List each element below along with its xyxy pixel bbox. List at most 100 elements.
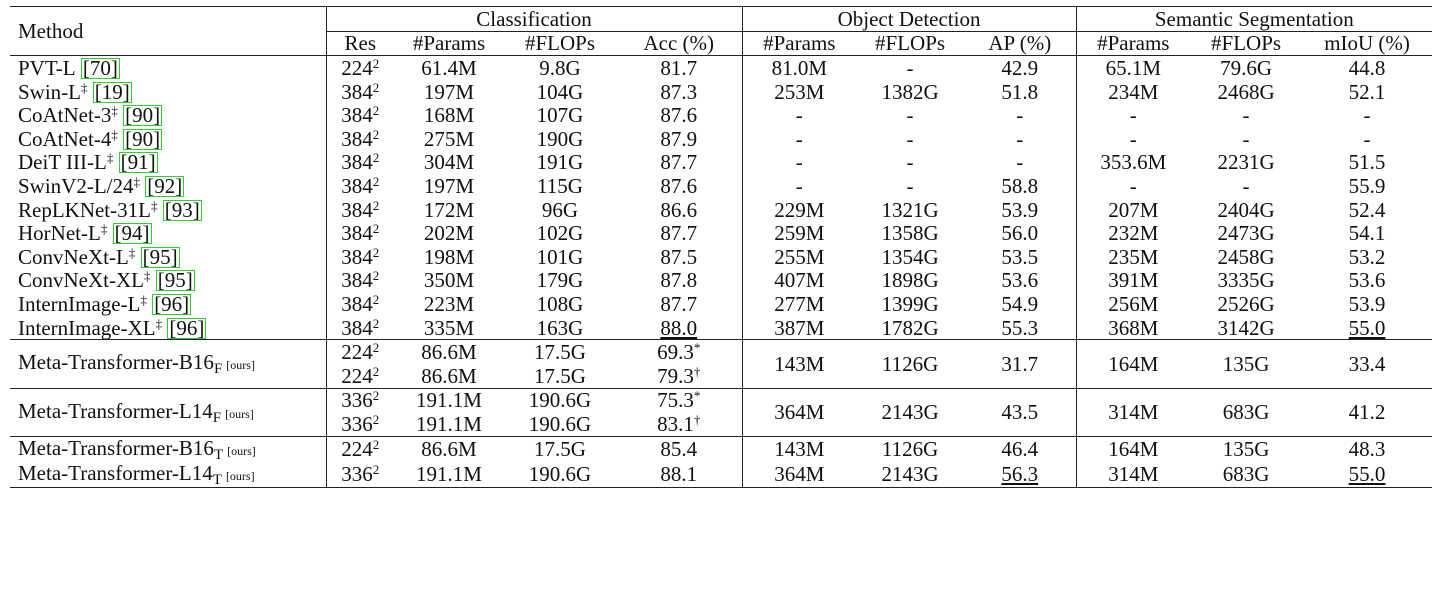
table-cell: 88.0 — [616, 315, 743, 340]
table-cell: 197M — [423, 79, 475, 104]
method-cell: InternImage-XL‡ [96] — [10, 315, 327, 340]
table-cell: 2468G — [1217, 79, 1275, 104]
table-cell: 191.1M — [394, 461, 504, 488]
table-cell: 51.8 — [964, 79, 1077, 104]
table-cell: 277M — [774, 291, 825, 316]
table-cell: 86.6 — [616, 197, 743, 222]
table-row: InternImage-XL‡ [96] 3842 335M 163G 88.0 3… — [10, 315, 1432, 340]
table-cell: 1126G — [856, 339, 965, 388]
superscript: 2 — [372, 462, 380, 478]
table-cell: 87.3 — [616, 79, 743, 104]
superscript: 2 — [372, 268, 380, 284]
table-cell: - — [856, 55, 965, 80]
method-cell: PVT-L [70] — [10, 55, 327, 80]
citation-link[interactable]: [94] — [112, 221, 152, 246]
citation-link[interactable]: [90] — [123, 126, 163, 151]
cell-text: 336 — [341, 462, 373, 487]
table-cell: 65.1M — [1076, 55, 1191, 80]
table-cell: 3362 — [326, 412, 394, 436]
citation-link[interactable]: [93] — [162, 197, 202, 222]
table-cell: 107G — [536, 103, 584, 128]
col-det-params: #Params — [763, 31, 836, 56]
table-cell: 3362 — [326, 387, 394, 413]
table-cell: 168M — [423, 103, 475, 128]
superscript: 2 — [372, 55, 380, 71]
method-cell: DeiT III-L‡ [91] — [10, 150, 327, 175]
table-cell: 314M — [1076, 461, 1191, 488]
table-cell: 86.6M — [394, 435, 504, 462]
citation-link[interactable]: [95] — [155, 268, 195, 293]
table-row: HorNet-L‡ [94] 3842 202M 102G 87.7 259M 135… — [10, 221, 1432, 245]
table-cell: 259M — [774, 221, 825, 246]
cell-text: 384 — [341, 268, 373, 293]
table-cell: 350M — [423, 268, 475, 293]
table-row: CoAtNet-4‡ [90] 3842 275M 190G 87.9 - - - - -… — [10, 126, 1432, 151]
citation-link[interactable]: [90] — [123, 103, 163, 128]
cell-text: 224 — [341, 363, 373, 388]
table-cell: 314M — [1076, 387, 1191, 437]
table-cell: 1321G — [881, 197, 939, 222]
table-row-ours: 2242 86.6M 17.5G 79.3† — [10, 363, 1432, 388]
table-cell: 52.1 — [1348, 79, 1386, 104]
table-cell: 191.1M — [394, 387, 504, 413]
table-cell: 179G — [536, 268, 584, 293]
superscript: 2 — [372, 315, 380, 331]
col-det-flops: #FLOPs — [875, 31, 946, 56]
table-cell: 86.6M — [394, 339, 504, 364]
table-cell: 83.1† — [616, 412, 743, 437]
citation-link[interactable]: [19] — [92, 79, 132, 104]
cell-text: Swin-L — [18, 79, 81, 104]
table-cell: 46.4 — [964, 435, 1077, 462]
table-cell: 191.1M — [416, 411, 482, 436]
table-cell: 81.7 — [616, 55, 743, 80]
table-cell: 79.3† — [616, 363, 743, 388]
table-cell: 255M — [774, 244, 825, 269]
citation-link[interactable]: [96] — [167, 315, 207, 340]
superscript: ‡ — [111, 126, 118, 142]
cell-text: T — [212, 471, 222, 488]
table-cell: 198M — [423, 244, 475, 269]
table-cell: - — [964, 126, 1077, 151]
cell-text: HorNet-L — [18, 221, 101, 246]
table-cell: 87.7 — [616, 150, 743, 175]
table-cell: 190.6G — [504, 461, 616, 488]
table-cell: 3842 — [326, 292, 394, 316]
table-cell: 2526G — [1217, 291, 1275, 316]
table-cell: 2231G — [1217, 150, 1275, 175]
col-acc: Acc (%) — [616, 31, 743, 56]
table-cell: 17.5G — [504, 339, 616, 364]
table-cell: 3842 — [326, 174, 394, 198]
table-cell: 53.9 — [1348, 291, 1386, 316]
table-cell: - — [1242, 126, 1250, 151]
table-cell: 364M — [742, 387, 857, 437]
table-cell: 54.9 — [964, 292, 1077, 316]
citation-link[interactable]: [70] — [80, 55, 120, 80]
citation-link[interactable]: [92] — [145, 173, 185, 198]
table-cell: 387M — [774, 315, 825, 340]
table-row: CoAtNet-3‡ [90] 3842 168M 107G 87.6 - - - - -… — [10, 103, 1432, 127]
superscript: 2 — [372, 437, 380, 453]
superscript: ‡ — [100, 221, 108, 237]
citation-link[interactable]: [96] — [152, 291, 192, 316]
method-cell: ConvNeXt-XL‡ [95] — [10, 268, 327, 293]
table-cell: 56.3 — [964, 461, 1077, 488]
method-cell: RepLKNet-31L‡ [93] — [10, 197, 327, 222]
method-cell: Meta-Transformer-L14F [ours] — [10, 387, 327, 437]
table-cell: 256M — [1108, 291, 1159, 316]
citation-link[interactable]: [91] — [118, 150, 158, 175]
cell-text: F — [213, 361, 223, 378]
cell-text: InternImage-L — [18, 291, 141, 316]
citation-link[interactable]: [95] — [140, 244, 180, 269]
table-cell: 88.1 — [616, 461, 743, 488]
table-cell: 683G — [1190, 387, 1303, 437]
table-cell: 75.3* — [616, 387, 743, 413]
table-cell: - — [795, 150, 803, 175]
cell-text: 384 — [341, 103, 373, 128]
table-cell: 3842 — [326, 221, 394, 245]
table-cell: - — [906, 103, 914, 128]
table-cell: 17.5G — [504, 435, 616, 462]
cell-text: RepLKNet-31L — [18, 197, 151, 222]
cell-text: InternImage-XL — [18, 315, 156, 340]
table-cell: 1126G — [856, 435, 965, 462]
